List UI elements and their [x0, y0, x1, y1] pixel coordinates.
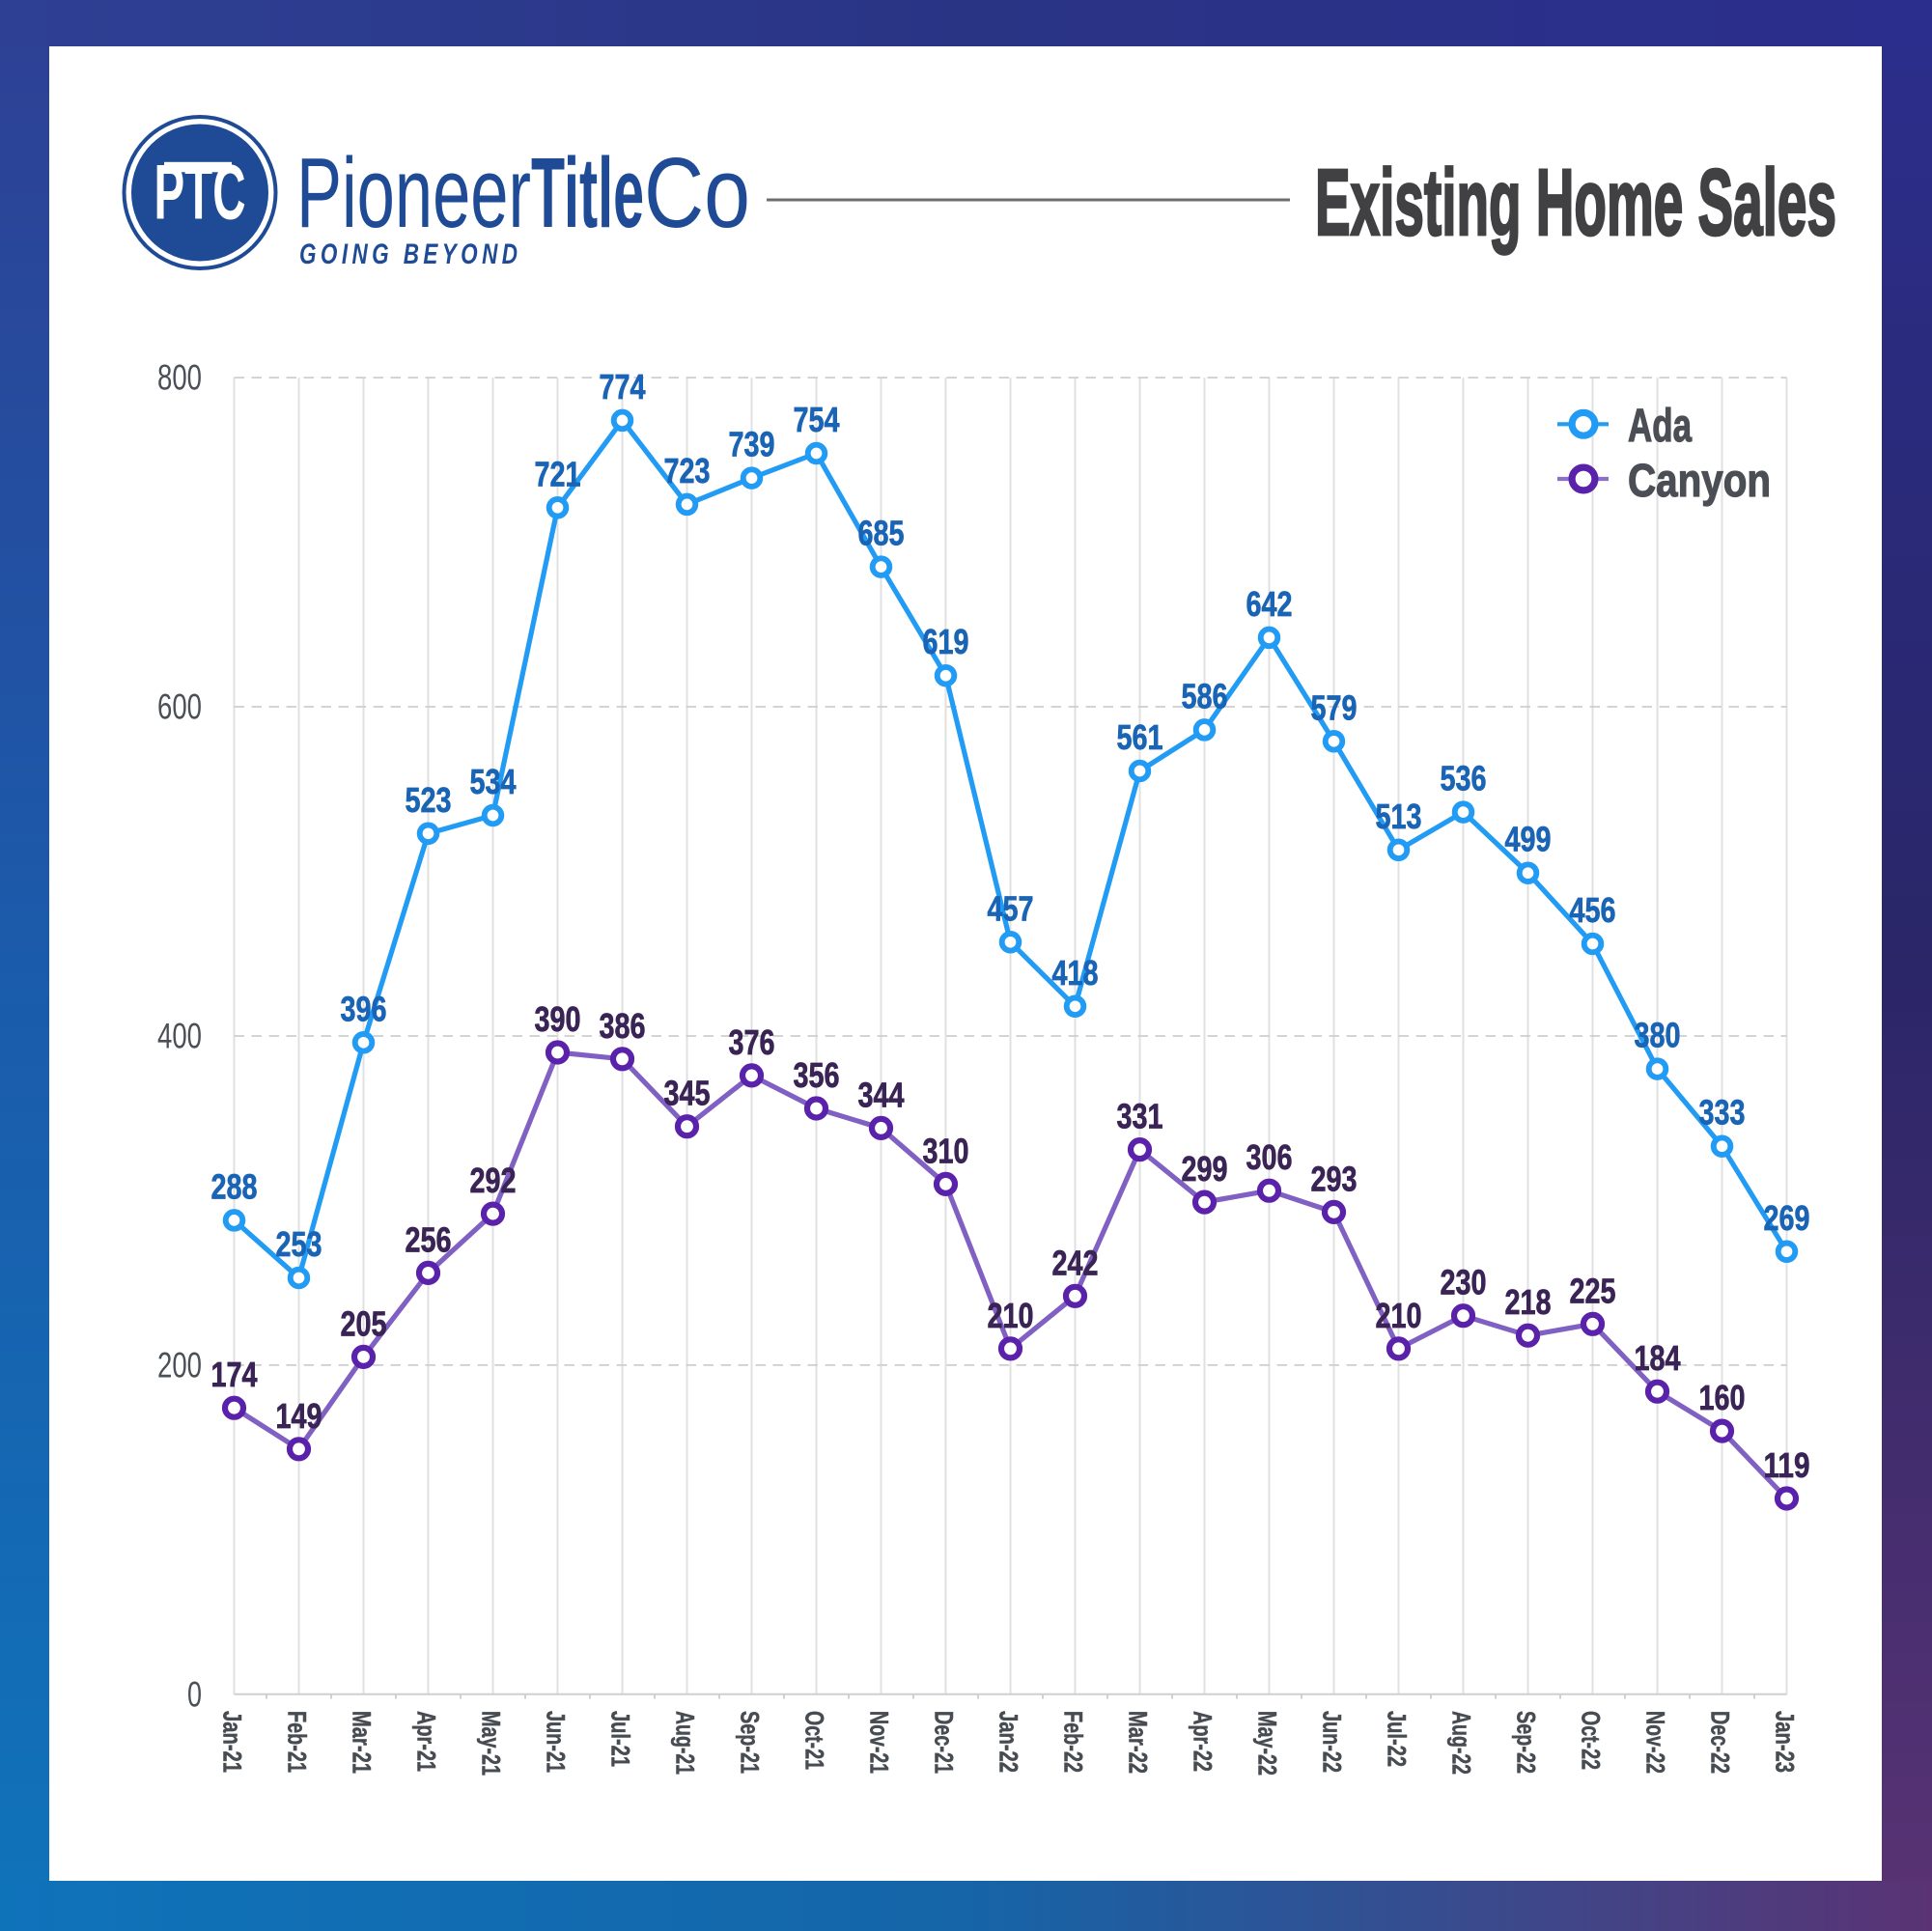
svg-text:Nov-21: Nov-21: [865, 1711, 894, 1774]
svg-text:225: 225: [1570, 1271, 1616, 1310]
svg-text:586: 586: [1182, 676, 1228, 715]
svg-text:Oct-22: Oct-22: [1577, 1711, 1606, 1770]
svg-text:218: 218: [1505, 1282, 1552, 1322]
svg-text:174: 174: [211, 1355, 259, 1394]
svg-text:685: 685: [858, 514, 905, 553]
svg-text:723: 723: [664, 451, 711, 490]
svg-text:400: 400: [157, 1017, 202, 1056]
svg-text:310: 310: [923, 1131, 969, 1170]
svg-text:Title: Title: [531, 137, 644, 248]
svg-text:Jun-22: Jun-22: [1318, 1711, 1347, 1773]
svg-text:292: 292: [470, 1161, 517, 1200]
svg-text:457: 457: [988, 888, 1034, 928]
svg-text:Feb-22: Feb-22: [1059, 1711, 1088, 1773]
svg-text:242: 242: [1052, 1243, 1099, 1282]
svg-text:0: 0: [187, 1674, 202, 1714]
svg-text:356: 356: [794, 1055, 840, 1095]
svg-text:184: 184: [1635, 1338, 1682, 1378]
svg-text:Co: Co: [644, 137, 750, 248]
svg-text:306: 306: [1246, 1137, 1293, 1177]
svg-text:Jul-21: Jul-21: [606, 1711, 635, 1767]
svg-text:721: 721: [535, 454, 581, 493]
svg-text:288: 288: [211, 1166, 258, 1206]
svg-text:210: 210: [988, 1296, 1034, 1335]
svg-text:456: 456: [1570, 890, 1616, 930]
svg-text:800: 800: [157, 358, 202, 398]
svg-text:Aug-21: Aug-21: [671, 1711, 700, 1775]
svg-text:May-21: May-21: [477, 1711, 506, 1776]
svg-text:754: 754: [794, 400, 841, 439]
svg-text:230: 230: [1441, 1263, 1487, 1302]
svg-text:Mar-21: Mar-21: [348, 1711, 377, 1774]
svg-text:739: 739: [729, 425, 775, 464]
svg-text:386: 386: [600, 1006, 646, 1046]
svg-text:299: 299: [1182, 1149, 1228, 1189]
svg-text:Feb-21: Feb-21: [283, 1711, 312, 1773]
svg-text:Dec-21: Dec-21: [930, 1711, 959, 1774]
svg-text:Existing Home Sales: Existing Home Sales: [1315, 150, 1836, 255]
svg-text:523: 523: [406, 780, 452, 820]
svg-text:Apr-22: Apr-22: [1189, 1711, 1218, 1772]
svg-text:Nov-22: Nov-22: [1641, 1711, 1670, 1774]
svg-text:Pioneer: Pioneer: [296, 137, 531, 248]
svg-text:344: 344: [858, 1075, 906, 1114]
svg-text:579: 579: [1311, 687, 1358, 727]
svg-text:561: 561: [1117, 717, 1163, 757]
svg-text:Sep-21: Sep-21: [736, 1711, 765, 1774]
svg-text:774: 774: [600, 367, 647, 406]
svg-text:Jan-22: Jan-22: [994, 1711, 1023, 1773]
svg-text:380: 380: [1635, 1016, 1681, 1055]
svg-text:160: 160: [1699, 1378, 1746, 1417]
svg-text:Oct-21: Oct-21: [800, 1711, 829, 1770]
svg-text:619: 619: [923, 622, 969, 661]
svg-text:600: 600: [157, 687, 202, 727]
svg-text:210: 210: [1376, 1296, 1422, 1335]
svg-text:269: 269: [1764, 1198, 1810, 1238]
svg-text:333: 333: [1699, 1093, 1746, 1133]
svg-text:536: 536: [1441, 759, 1487, 798]
svg-text:Mar-22: Mar-22: [1124, 1711, 1153, 1774]
svg-text:Jun-21: Jun-21: [542, 1711, 571, 1773]
svg-text:513: 513: [1376, 797, 1422, 836]
svg-text:345: 345: [664, 1074, 711, 1113]
svg-text:149: 149: [276, 1396, 322, 1436]
svg-text:256: 256: [406, 1219, 452, 1259]
svg-text:Apr-21: Apr-21: [412, 1711, 441, 1772]
svg-text:205: 205: [341, 1303, 387, 1343]
svg-text:376: 376: [729, 1022, 775, 1062]
svg-text:293: 293: [1311, 1159, 1358, 1198]
svg-text:May-22: May-22: [1253, 1711, 1282, 1776]
svg-text:Jan-21: Jan-21: [218, 1711, 247, 1773]
svg-text:GOING BEYOND: GOING BEYOND: [299, 238, 518, 270]
svg-text:Jul-22: Jul-22: [1383, 1711, 1412, 1767]
svg-text:Canyon: Canyon: [1628, 456, 1771, 507]
svg-text:Aug-22: Aug-22: [1447, 1711, 1476, 1775]
svg-text:Dec-22: Dec-22: [1706, 1711, 1735, 1774]
svg-text:418: 418: [1052, 953, 1099, 993]
svg-text:Sep-22: Sep-22: [1512, 1711, 1541, 1774]
svg-text:396: 396: [341, 989, 387, 1028]
svg-text:534: 534: [470, 762, 518, 801]
svg-text:200: 200: [157, 1345, 202, 1385]
svg-text:Jan-23: Jan-23: [1771, 1711, 1800, 1773]
svg-text:253: 253: [276, 1224, 322, 1264]
svg-text:499: 499: [1505, 820, 1552, 859]
svg-text:642: 642: [1246, 584, 1293, 624]
svg-text:Ada: Ada: [1628, 401, 1692, 452]
svg-text:390: 390: [535, 999, 581, 1039]
svg-text:331: 331: [1117, 1097, 1163, 1136]
svg-text:119: 119: [1764, 1445, 1810, 1485]
